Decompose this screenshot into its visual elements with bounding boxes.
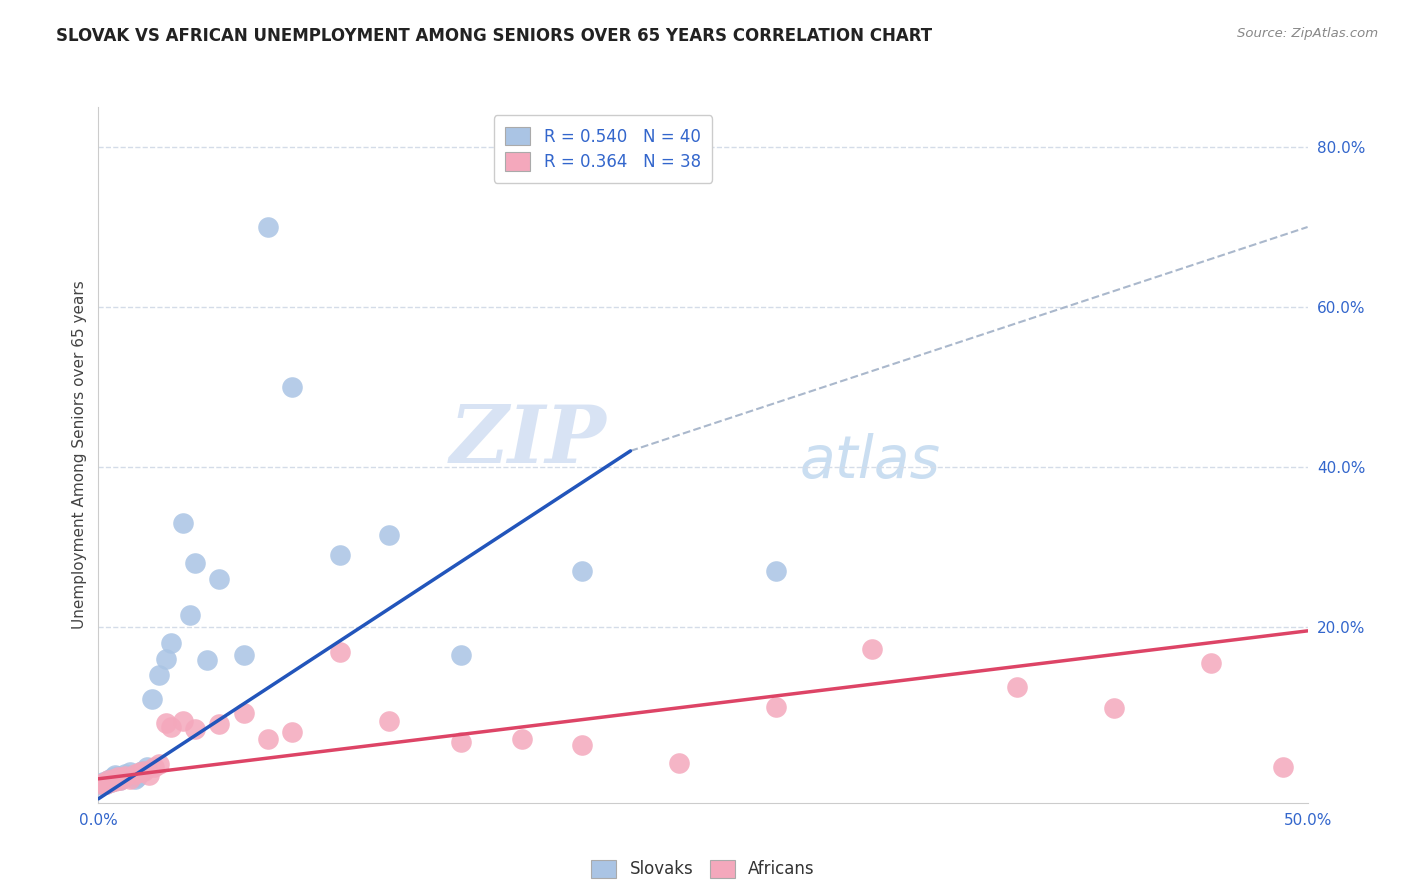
Point — [101, 774, 124, 789]
Point — [1199, 656, 1222, 670]
Point — [195, 653, 218, 667]
Point — [114, 767, 136, 781]
Point — [91, 776, 114, 790]
Point — [134, 764, 156, 778]
Point — [104, 774, 127, 789]
Point — [1272, 760, 1295, 774]
Point — [108, 773, 131, 788]
Point — [281, 380, 304, 394]
Point — [111, 770, 134, 784]
Point — [256, 731, 278, 746]
Point — [127, 770, 149, 784]
Point — [94, 777, 117, 791]
Point — [118, 772, 141, 786]
Point — [143, 760, 166, 774]
Point — [117, 769, 139, 783]
Point — [571, 564, 593, 578]
Legend: Slovaks, Africans: Slovaks, Africans — [585, 853, 821, 885]
Point — [377, 528, 399, 542]
Point — [141, 691, 163, 706]
Point — [94, 776, 117, 790]
Point — [90, 778, 112, 792]
Point — [118, 765, 141, 780]
Point — [128, 765, 150, 780]
Point — [131, 764, 153, 778]
Point — [100, 772, 122, 786]
Point — [108, 772, 131, 787]
Point — [232, 706, 254, 721]
Point — [155, 652, 177, 666]
Point — [860, 642, 883, 657]
Point — [1007, 680, 1029, 694]
Point — [571, 738, 593, 752]
Point — [148, 668, 170, 682]
Point — [97, 773, 120, 788]
Point — [668, 756, 690, 770]
Point — [97, 773, 120, 788]
Point — [765, 564, 787, 578]
Point — [160, 720, 183, 734]
Point — [124, 767, 146, 781]
Point — [101, 770, 124, 784]
Point — [281, 725, 304, 739]
Point — [329, 645, 352, 659]
Point — [765, 699, 787, 714]
Text: atlas: atlas — [800, 434, 941, 491]
Point — [104, 768, 127, 782]
Point — [377, 714, 399, 729]
Point — [100, 775, 122, 789]
Point — [107, 770, 129, 784]
Text: SLOVAK VS AFRICAN UNEMPLOYMENT AMONG SENIORS OVER 65 YEARS CORRELATION CHART: SLOVAK VS AFRICAN UNEMPLOYMENT AMONG SEN… — [56, 27, 932, 45]
Point — [91, 776, 114, 790]
Point — [172, 516, 194, 530]
Point — [90, 777, 112, 791]
Point — [135, 760, 157, 774]
Point — [104, 772, 127, 787]
Point — [124, 772, 146, 786]
Text: ZIP: ZIP — [450, 402, 606, 480]
Y-axis label: Unemployment Among Seniors over 65 years: Unemployment Among Seniors over 65 years — [72, 281, 87, 629]
Point — [107, 771, 129, 785]
Point — [100, 775, 122, 789]
Point — [160, 636, 183, 650]
Point — [510, 731, 533, 746]
Point — [101, 772, 124, 786]
Point — [91, 775, 114, 789]
Point — [138, 768, 160, 782]
Point — [94, 776, 117, 790]
Point — [148, 757, 170, 772]
Point — [111, 771, 134, 785]
Point — [179, 607, 201, 622]
Point — [256, 219, 278, 234]
Point — [450, 735, 472, 749]
Point — [329, 548, 352, 562]
Point — [107, 769, 129, 783]
Point — [208, 717, 231, 731]
Point — [208, 572, 231, 586]
Point — [172, 714, 194, 729]
Point — [184, 556, 207, 570]
Point — [232, 648, 254, 662]
Point — [450, 648, 472, 662]
Point — [114, 769, 136, 783]
Point — [184, 723, 207, 737]
Text: Source: ZipAtlas.com: Source: ZipAtlas.com — [1237, 27, 1378, 40]
Point — [155, 715, 177, 730]
Point — [1102, 701, 1125, 715]
